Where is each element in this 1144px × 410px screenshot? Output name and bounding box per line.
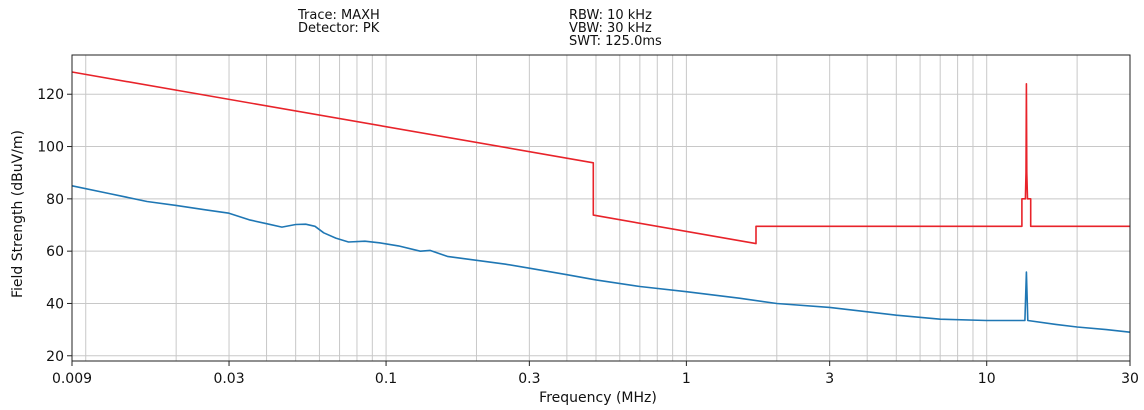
measurement-trace — [71, 185, 1131, 333]
y-tick-label: 60 — [46, 244, 64, 260]
series-group — [71, 71, 1131, 333]
plot-frame — [71, 54, 1131, 362]
grid — [71, 55, 1131, 361]
x-tick-label: 30 — [1121, 371, 1139, 387]
x-tick-label: 3 — [825, 371, 834, 387]
y-tick-label: 120 — [37, 87, 64, 103]
limit-line — [71, 71, 1130, 245]
y-tick-label: 80 — [46, 192, 64, 208]
y-tick-label: 40 — [46, 296, 64, 312]
x-tick-label: 0.3 — [518, 371, 540, 387]
y-tick-label: 20 — [46, 349, 64, 365]
x-tick-label: 0.009 — [52, 371, 92, 387]
header-rbw: RBW: 10 kHz — [569, 8, 652, 23]
x-tick-label: 0.1 — [375, 371, 397, 387]
header-vbw: VBW: 30 kHz — [569, 21, 652, 36]
x-axis-ticks: 0.009 0.03 0.1 0.3 1 3 10 30 — [52, 361, 1139, 387]
y-axis-ticks: 20 40 60 80 100 120 — [37, 87, 72, 365]
x-axis-label: Frequency (MHz) — [539, 390, 657, 406]
y-axis-label: Field Strength (dBuV/m) — [10, 130, 26, 298]
x-tick-label: 10 — [978, 371, 996, 387]
x-tick-label: 0.03 — [213, 371, 244, 387]
x-tick-label: 1 — [682, 371, 691, 387]
header-trace: Trace: MAXH — [297, 8, 380, 23]
y-tick-label: 100 — [37, 140, 64, 156]
header-swt: SWT: 125.0ms — [569, 34, 662, 49]
header-detector: Detector: PK — [298, 21, 380, 36]
